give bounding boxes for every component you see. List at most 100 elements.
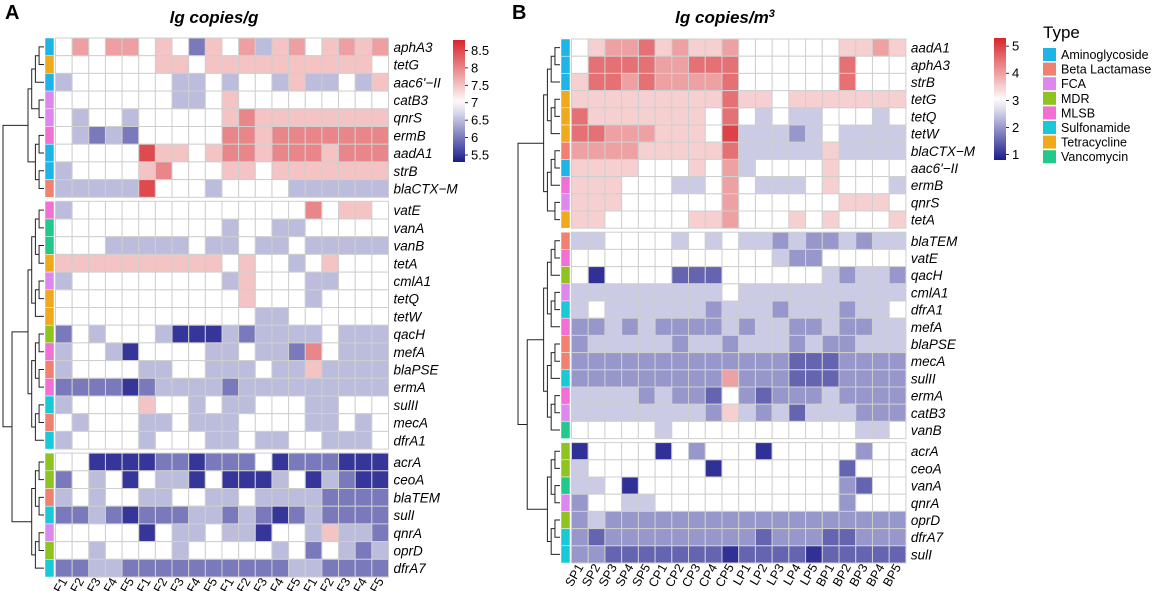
heatmap-cell — [704, 90, 723, 109]
legend-swatch — [1043, 106, 1056, 120]
heatmap-cell — [271, 218, 290, 238]
heatmap-cell — [138, 558, 156, 578]
heatmap-cell — [571, 210, 589, 229]
heatmap-cell — [871, 528, 890, 547]
heatmap-cell — [754, 55, 773, 74]
heatmap-cell — [371, 143, 390, 163]
heatmap-cell — [254, 161, 273, 181]
heatmap-cell — [138, 470, 156, 489]
heatmap-cell — [288, 37, 306, 57]
heatmap-cell — [871, 545, 890, 564]
heatmap-cell — [855, 442, 873, 461]
heatmap-cell — [771, 124, 790, 143]
heatmap-cell — [71, 360, 90, 379]
row-label-vanB: vanB — [911, 423, 942, 438]
heatmap-cell — [271, 541, 290, 560]
heatmap-cell — [204, 253, 223, 273]
heatmap-cell — [621, 72, 639, 92]
heatmap-cell — [238, 271, 256, 291]
heatmap-cell — [671, 38, 690, 57]
heatmap-cell — [754, 193, 773, 212]
heatmap-cell — [288, 55, 306, 74]
heatmap-cell — [855, 403, 873, 422]
heatmap-cell — [855, 317, 873, 336]
type-annotation-tetG — [44, 55, 55, 74]
heatmap-cell — [104, 218, 123, 238]
heatmap-cell — [721, 231, 740, 250]
row-label-oprD: oprD — [394, 543, 424, 558]
heatmap-cell — [288, 108, 306, 128]
heatmap-cell — [88, 72, 106, 92]
heatmap-cell — [104, 342, 123, 362]
heatmap-cell — [721, 210, 740, 229]
heatmap-cell — [88, 505, 106, 525]
heatmap-cell — [688, 107, 706, 126]
heatmap-cell — [855, 459, 873, 478]
heatmap-cell — [121, 126, 140, 145]
heatmap-cell — [71, 200, 90, 220]
heatmap-cell — [321, 470, 340, 489]
heatmap-cell — [321, 360, 340, 379]
heatmap-cell — [704, 510, 723, 530]
heatmap-cell — [855, 386, 873, 405]
heatmap-cell — [637, 38, 656, 57]
heatmap-cell — [587, 248, 606, 268]
heatmap-cell — [654, 141, 673, 160]
heatmap-cell — [688, 72, 706, 92]
heatmap-cell — [621, 231, 639, 250]
heatmap-cell — [188, 488, 206, 507]
heatmap-cell — [221, 558, 240, 578]
heatmap-cell — [788, 266, 807, 285]
heatmap-cell — [754, 420, 773, 440]
heatmap-cell — [754, 72, 773, 92]
heatmap-cell — [621, 248, 639, 268]
heatmap-cell — [621, 386, 639, 405]
heatmap-cell — [604, 158, 623, 178]
heatmap-cell — [704, 55, 723, 74]
type-annotation-aphA3 — [560, 55, 571, 74]
heatmap-cell — [238, 541, 256, 560]
heatmap-cell — [604, 369, 623, 388]
heatmap-cell — [171, 37, 190, 57]
heatmap-cell — [571, 334, 589, 354]
heatmap-cell — [55, 271, 73, 291]
heatmap-cell — [271, 253, 290, 273]
heatmap-cell — [788, 176, 807, 195]
heatmap-cell — [871, 476, 890, 495]
heatmap-cell — [805, 476, 823, 495]
heatmap-cell — [354, 342, 373, 362]
heatmap-cell — [587, 90, 606, 109]
heatmap-cell — [788, 283, 807, 302]
type-annotation-vatE — [44, 201, 55, 220]
heatmap-cell — [671, 107, 690, 126]
heatmap-cell — [671, 352, 690, 371]
heatmap-cell — [805, 283, 823, 302]
heatmap-cell — [171, 523, 190, 543]
heatmap-cell — [154, 218, 173, 238]
heatmap-cell — [71, 395, 90, 415]
heatmap-cell — [254, 200, 273, 220]
heatmap-cell — [304, 342, 323, 362]
heatmap-cell — [771, 493, 790, 512]
heatmap-cell — [238, 236, 256, 255]
heatmap-cell — [304, 541, 323, 560]
heatmap-cell — [138, 523, 156, 543]
heatmap-cell — [121, 179, 140, 198]
heatmap-cell — [821, 459, 840, 478]
heatmap-cell — [587, 193, 606, 212]
heatmap-cell — [838, 528, 857, 547]
heatmap-cell — [71, 90, 90, 110]
heatmap-cell — [188, 200, 206, 220]
heatmap-cell — [304, 218, 323, 238]
heatmap-cell — [338, 342, 356, 362]
type-annotation-blaCTX−M — [560, 141, 571, 160]
heatmap-cell — [288, 236, 306, 255]
heatmap-cell — [138, 200, 156, 220]
heatmap-cell — [637, 528, 656, 547]
heatmap-cell — [788, 528, 807, 547]
heatmap-cell — [788, 55, 807, 74]
heatmap-cell — [671, 386, 690, 405]
heatmap-cell — [587, 369, 606, 388]
heatmap-cell — [188, 324, 206, 344]
heatmap-cell — [821, 300, 840, 319]
